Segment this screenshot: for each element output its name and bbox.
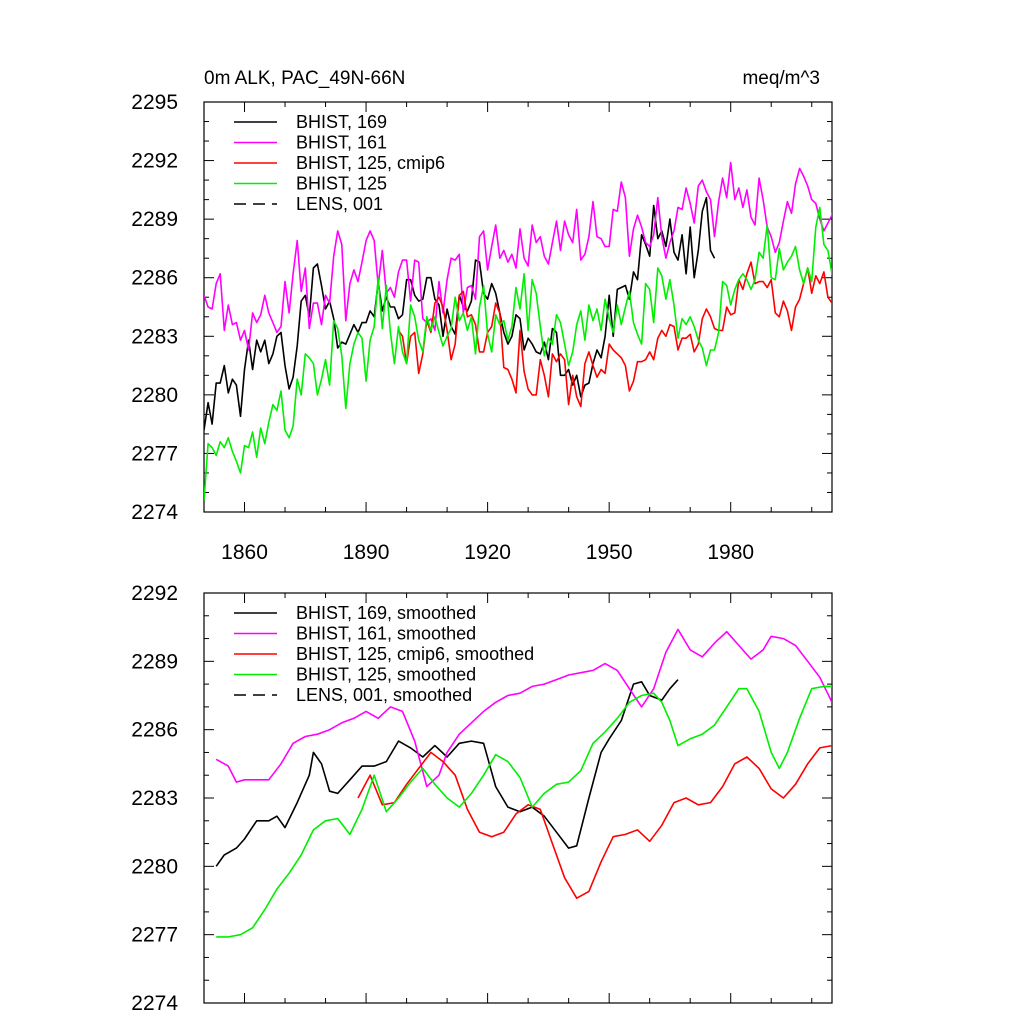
bottom-panel: 2274 2277 2280 2283 2286 2289 2292 BHIST, 169, … (131, 582, 833, 1015)
y-tick-label: 2283 (131, 787, 178, 810)
legend-label: BHIST, 161 (296, 133, 387, 153)
x-tick-label: 1980 (707, 541, 754, 564)
y-tick-label: 2280 (131, 855, 178, 878)
x-tick-label: 1920 (464, 541, 511, 564)
legend-label: BHIST, 169, smoothed (296, 603, 476, 623)
plot-frame (203, 101, 833, 513)
y-tick-label: 2274 (131, 992, 178, 1015)
y-tick-label: 2292 (131, 150, 178, 173)
series-line-bhist-125-smoothed (216, 685, 832, 938)
series-line-bhist-125-cmip6 (397, 261, 832, 408)
legend-label: BHIST, 169 (296, 112, 387, 132)
series-line-bhist-169-smoothed (215, 679, 679, 867)
y-tick-label: 2277 (131, 924, 178, 947)
y-tick-label: 2286 (131, 719, 178, 742)
y-tick-label: 2289 (131, 650, 178, 673)
top-panel: 0m ALK, PAC_49N-66N meq/m^3 1860 1890 1920… (131, 68, 833, 564)
y-tick-label: 2277 (131, 442, 178, 465)
x-tick-label: 1890 (343, 541, 390, 564)
legend-label: BHIST, 125, smoothed (296, 665, 476, 685)
series-line-bhist-161-smoothed (215, 628, 832, 788)
series-line-bhist-161 (204, 161, 832, 351)
y-tick-label: 2274 (131, 501, 178, 524)
x-tick-label: 1860 (221, 541, 268, 564)
x-tick-label: 1950 (586, 541, 633, 564)
legend-label: BHIST, 125, cmip6 (296, 153, 445, 173)
series-line-bhist-125 (204, 206, 832, 501)
y-tick-label: 2295 (131, 91, 178, 114)
legend-label: BHIST, 125, cmip6, smoothed (296, 644, 534, 664)
panel-title: 0m ALK, PAC_49N-66N (204, 68, 405, 89)
series-line-bhist-125-cmip6-smoothed (357, 744, 832, 899)
y-tick-label: 2289 (131, 208, 178, 231)
legend-label: LENS, 001 (296, 194, 383, 214)
legend-label: BHIST, 125 (296, 174, 387, 194)
y-tick-label: 2286 (131, 267, 178, 290)
series-group (204, 161, 832, 501)
units-label: meq/m^3 (742, 68, 820, 89)
legend-label: LENS, 001, smoothed (296, 685, 472, 705)
y-tick-label: 2283 (131, 325, 178, 348)
series-group (215, 628, 832, 938)
legend-label: BHIST, 161, smoothed (296, 624, 476, 644)
y-tick-label: 2280 (131, 384, 178, 407)
y-tick-label: 2292 (131, 582, 178, 605)
